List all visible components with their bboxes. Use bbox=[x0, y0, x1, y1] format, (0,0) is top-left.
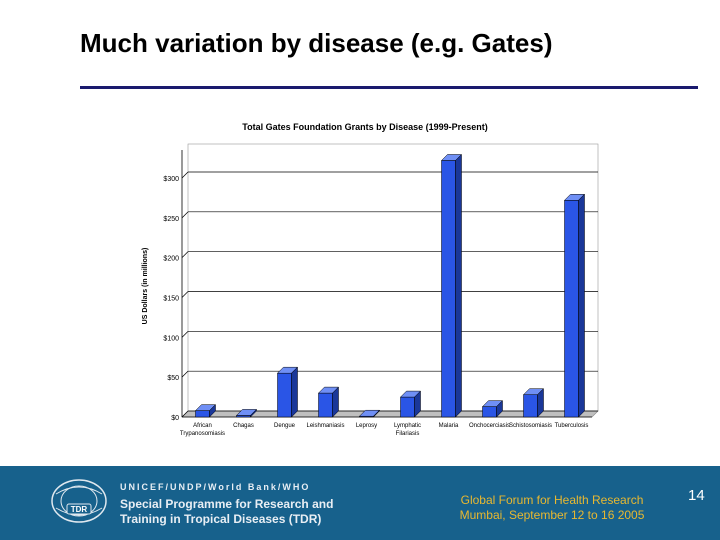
bar-side bbox=[537, 388, 544, 418]
bar-front bbox=[523, 394, 538, 418]
x-tick-label: Chagas bbox=[233, 423, 254, 429]
gridline-diag bbox=[181, 331, 189, 338]
event-info: Global Forum for Health Research Mumbai,… bbox=[420, 493, 684, 523]
x-tick-label: Dengue bbox=[274, 423, 296, 429]
y-tick-label: $50 bbox=[167, 375, 179, 382]
bar-front bbox=[318, 392, 333, 418]
x-tick-label: Leprosy bbox=[356, 423, 377, 429]
slide-title: Much variation by disease (e.g. Gates) bbox=[80, 28, 553, 58]
x-tick-label: Tuberculosis bbox=[555, 423, 589, 429]
bar bbox=[440, 153, 463, 418]
bar bbox=[522, 388, 545, 418]
bar-front bbox=[195, 410, 210, 418]
x-tick-label: Filariasis bbox=[396, 431, 420, 437]
bar-side bbox=[291, 366, 298, 418]
bar-front bbox=[400, 396, 415, 418]
y-tick-label: $0 bbox=[171, 415, 179, 422]
bar-chart: Total Gates Foundation Grants by Disease… bbox=[142, 122, 599, 437]
gridline-diag bbox=[181, 370, 189, 378]
page-number: 14 bbox=[688, 487, 705, 504]
bar-side bbox=[496, 400, 503, 418]
bar bbox=[235, 408, 258, 418]
x-tick-label: Trypanosomiasis bbox=[180, 431, 225, 437]
chart-title: Total Gates Foundation Grants by Disease… bbox=[242, 122, 487, 132]
org-name-line2: Training in Tropical Diseases (TDR) bbox=[120, 512, 322, 526]
bar-side bbox=[578, 193, 585, 418]
bar-front bbox=[441, 160, 456, 418]
bar bbox=[276, 366, 299, 418]
bar-side bbox=[373, 409, 380, 418]
org-name-line1: Special Programme for Research and bbox=[120, 497, 334, 511]
x-tick-label: African bbox=[193, 423, 212, 429]
bar-front bbox=[277, 372, 292, 418]
x-tick-label: Malaria bbox=[439, 423, 459, 429]
logo-text: TDR bbox=[71, 505, 88, 514]
plot-back-wall bbox=[187, 143, 599, 412]
gridline-diag bbox=[181, 211, 189, 219]
bar bbox=[194, 404, 217, 418]
bar-side bbox=[414, 390, 421, 418]
tdr-logo: TDR bbox=[51, 479, 107, 523]
bar-front bbox=[564, 200, 579, 418]
x-tick-label: Schistosomiasis bbox=[509, 423, 552, 429]
bar bbox=[358, 409, 381, 418]
x-tick-label: Leishmaniasis bbox=[306, 423, 344, 429]
bar-side bbox=[250, 408, 257, 418]
footer-banner bbox=[0, 466, 720, 540]
y-tick-label: $300 bbox=[163, 176, 179, 183]
bar-side bbox=[455, 153, 462, 418]
event-date: Mumbai, September 12 to 16 2005 bbox=[459, 508, 645, 522]
y-tick-label: $150 bbox=[163, 296, 179, 303]
y-tick-label: $100 bbox=[163, 335, 179, 342]
y-axis-label: US Dollars (in millions) bbox=[142, 248, 149, 325]
x-tick-label: Lymphatic bbox=[394, 423, 421, 429]
bar bbox=[481, 400, 504, 418]
bar-side bbox=[332, 386, 339, 418]
bar-front bbox=[482, 406, 497, 418]
x-tick-label: Onchocerciasis bbox=[469, 423, 510, 429]
gridline-diag bbox=[181, 410, 189, 418]
bar bbox=[399, 390, 422, 418]
title-divider bbox=[80, 86, 698, 89]
bar bbox=[317, 386, 340, 418]
y-tick-label: $200 bbox=[163, 256, 179, 263]
gridline-diag bbox=[181, 251, 189, 258]
bar bbox=[563, 193, 586, 418]
gridline-diag bbox=[181, 291, 189, 298]
event-title: Global Forum for Health Research bbox=[460, 493, 644, 507]
bar-side bbox=[209, 404, 216, 418]
gridline-diag bbox=[181, 171, 189, 179]
org-partners: UNICEF/UNDP/World Bank/WHO bbox=[120, 482, 311, 492]
y-tick-label: $250 bbox=[163, 216, 179, 223]
